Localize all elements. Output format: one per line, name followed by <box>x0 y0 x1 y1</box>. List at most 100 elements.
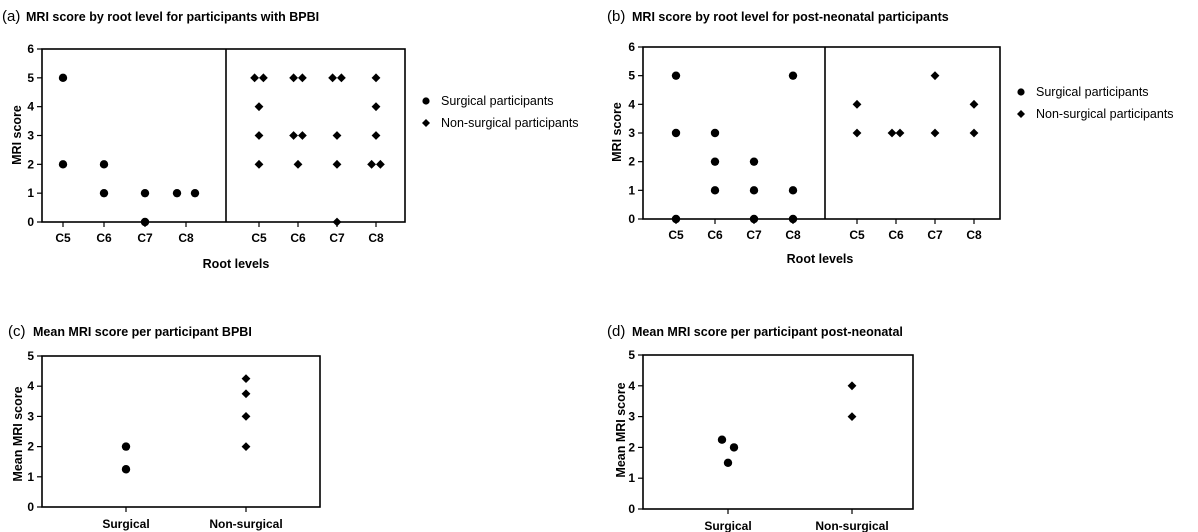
panel-b-letter: (b) <box>607 8 625 25</box>
panel-a-circle-point <box>172 188 182 198</box>
panel-a-xtick-label: C8 <box>178 231 194 245</box>
panel-d-letter: (d) <box>607 323 625 340</box>
panel-b-xtick-label: C7 <box>927 228 943 242</box>
panel-a-diamond-point <box>371 73 381 83</box>
panel-a-diamond-point <box>337 73 346 83</box>
panel-b-circle-point <box>710 157 720 166</box>
panel-b-diamond-point <box>930 71 940 81</box>
panel-c-ylabel: Mean MRI score <box>11 386 25 481</box>
panel-b-ytick-label: 4 <box>628 97 635 111</box>
panel-c-ytick-label: 5 <box>27 349 34 363</box>
panel-a-circle-point <box>190 188 200 198</box>
legend-label-surgical: Surgical participants <box>441 94 554 108</box>
panel-b-circle-point <box>788 214 798 224</box>
panel-a-xtick-label: C5 <box>251 231 267 245</box>
panel-a-diamond-point <box>298 131 307 140</box>
panel-d-ytick-label: 0 <box>628 502 635 516</box>
legend-circle-marker <box>1017 88 1025 96</box>
legend-diamond-marker <box>422 119 430 127</box>
panel-b-diamond-point <box>930 128 940 138</box>
panel-c-title: Mean MRI score per participant BPBI <box>33 325 252 339</box>
panel-a-circle-point <box>99 160 109 169</box>
panel-a-diamond-point <box>371 102 381 112</box>
legend-label-surgical: Surgical participants <box>1036 85 1149 99</box>
panel-d-ytick-label: 3 <box>628 410 635 424</box>
panel-d-ytick-label: 2 <box>628 440 635 454</box>
panel-a-ytick-label: 5 <box>27 71 34 85</box>
panel-b-legend: Surgical participants Non-surgical parti… <box>1017 85 1174 121</box>
panel-d-circle-point <box>717 435 727 444</box>
panel-a-circle-point <box>58 160 68 169</box>
panel-a-ytick-label: 3 <box>27 129 34 143</box>
panel-a-xtick-label: C5 <box>55 231 71 245</box>
panel-a-diamond-point <box>376 159 385 169</box>
panel-a-diamond-point <box>254 102 264 112</box>
panel-a-ytick-label: 2 <box>27 157 34 171</box>
panel-b-plot-frame <box>642 46 1001 220</box>
panel-b-circle-point <box>671 71 681 80</box>
panel-b-circle-point <box>710 128 720 138</box>
panel-b-circle-point <box>749 214 759 224</box>
panel-b-xtick-label: C8 <box>785 228 801 242</box>
panel-b-xtick-label: C7 <box>746 228 762 242</box>
panel-b-circle-point <box>788 71 798 80</box>
panel-a-diamond-point <box>289 73 298 83</box>
panel-b-xtick-label: C5 <box>668 228 684 242</box>
panel-a-diamond-point <box>332 131 342 140</box>
panel-c-letter: (c) <box>8 323 26 340</box>
panel-a-diamond-point <box>328 73 337 83</box>
panel-d-xtick-label: Non-surgical <box>815 519 888 532</box>
panel-a-xlabel: Root levels <box>203 257 270 271</box>
panel-b-xtick-label: C6 <box>707 228 723 242</box>
panel-b-circle-point <box>749 157 759 166</box>
panel-d-ytick-label: 5 <box>628 348 635 362</box>
panel-b-diamond-point <box>969 99 979 109</box>
legend-diamond-marker <box>1017 110 1025 118</box>
panel-d-ylabel: Mean MRI score <box>614 382 628 477</box>
panel-a-diamond-point <box>254 131 264 140</box>
panel-a-diamond-point <box>250 73 259 83</box>
panel-a-ytick-label: 1 <box>27 186 34 200</box>
panel-c-ytick-label: 2 <box>27 440 34 454</box>
panel-a-diamond-point <box>332 159 342 169</box>
panel-b-circle-point <box>671 128 681 138</box>
panel-c-ytick-label: 3 <box>27 409 34 423</box>
panel-c-plot-frame <box>41 355 321 508</box>
panel-a-ytick-label: 0 <box>27 215 34 229</box>
panel-b-diamond-point <box>887 128 897 138</box>
panel-a-diamond-point <box>259 73 268 83</box>
panel-a-xtick-label: C8 <box>368 231 384 245</box>
panel-a-circle-point <box>58 73 68 83</box>
panel-a-circle-point <box>99 188 109 198</box>
panel-b-diamond-point <box>895 128 905 138</box>
panel-c-ytick-label: 4 <box>27 379 34 393</box>
panel-d-diamond-point <box>847 381 857 391</box>
panel-b-ytick-label: 5 <box>628 69 635 83</box>
panel-b-circle-point <box>710 186 720 195</box>
panel-d-ytick-label: 1 <box>628 471 635 485</box>
panel-b-xlabel: Root levels <box>787 252 854 266</box>
panel-a-xtick-label: C6 <box>96 231 112 245</box>
panel-b-xtick-label: C5 <box>849 228 865 242</box>
plots-layer: 0 1 2 3 4 5 6 C5 C6 C7 C8 C5 C6 C7 C8 0 1 2 3 4 5 6 C5 C6 C7 C8 C5… <box>27 40 1001 532</box>
panel-c-circle-point <box>121 465 131 474</box>
panel-b-circle-point <box>788 186 798 195</box>
panel-a-xtick-label: C7 <box>329 231 345 245</box>
panel-d-circle-point <box>723 458 733 467</box>
panel-c-xtick-label: Non-surgical <box>209 517 282 531</box>
panel-b-xtick-label: C8 <box>966 228 982 242</box>
panel-b-ytick-label: 2 <box>628 155 635 169</box>
panel-c-xtick-label: Surgical <box>102 517 149 531</box>
panel-a-xtick-label: C7 <box>137 231 153 245</box>
panel-b-diamond-point <box>969 128 979 138</box>
panel-a-xtick-label: C6 <box>290 231 306 245</box>
panel-b-ylabel: MRI score <box>610 102 624 162</box>
panel-a-diamond-point <box>371 131 381 140</box>
panel-a-legend: Surgical participants Non-surgical parti… <box>422 94 579 130</box>
panel-d-plot-frame <box>642 354 914 510</box>
panel-d-diamond-point <box>847 412 857 421</box>
panel-b-diamond-point <box>852 128 862 138</box>
panel-b-ytick-label: 3 <box>628 126 635 140</box>
panel-d-ytick-label: 4 <box>628 379 635 393</box>
panel-a-ylabel: MRI score <box>10 105 24 165</box>
